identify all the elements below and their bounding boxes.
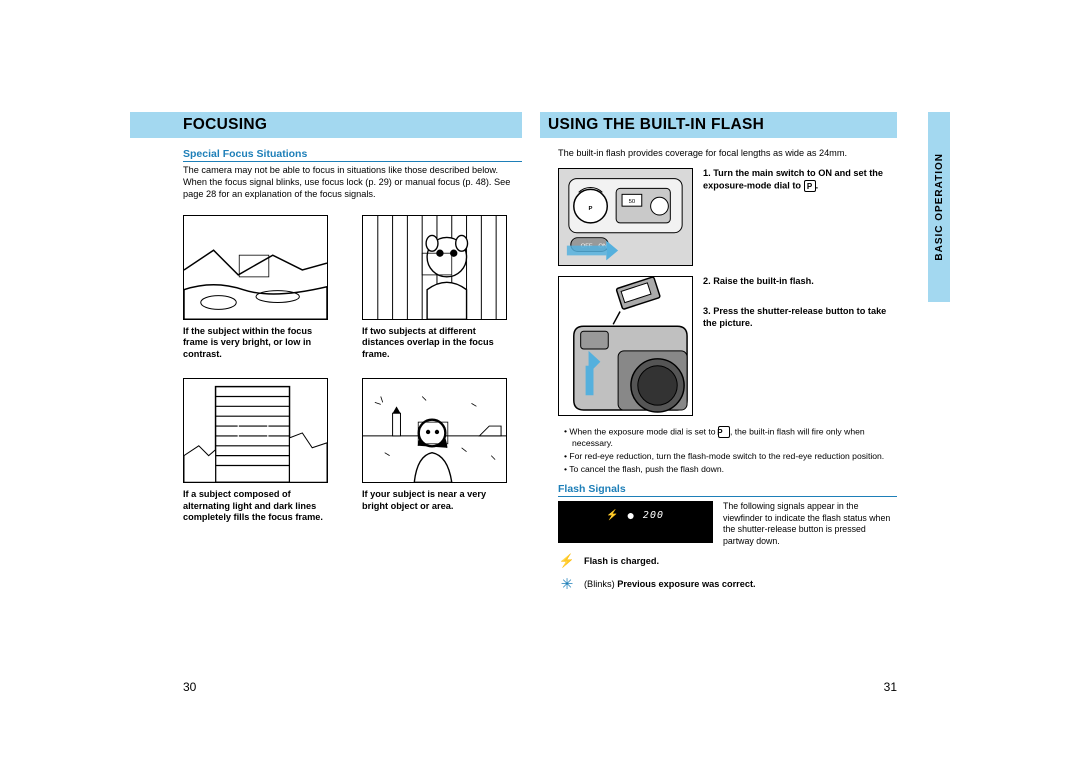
signal-label: Previous exposure was correct. [617, 579, 755, 589]
caption: If two subjects at different distances o… [362, 326, 507, 361]
note-item: To cancel the flash, push the flash down… [572, 464, 897, 475]
intro-text: The camera may not be able to focus in s… [183, 165, 522, 201]
landscape-low-contrast-illustration [183, 215, 328, 320]
flash-burst-icon: ✳ [558, 575, 576, 593]
step-2-3: 2. Raise the built-in flash. 3. Press th… [558, 276, 897, 416]
page-30: FOCUSING Special Focus Situations The ca… [130, 112, 540, 694]
raise-flash-illustration [558, 276, 693, 416]
flash-bolt-icon: ⚡ [606, 510, 618, 521]
illus-cell: If a subject composed of alternating lig… [183, 378, 328, 524]
vf-value: 200 [643, 510, 664, 521]
page-title: FOCUSING [183, 116, 267, 134]
section-tab-label: BASIC OPERATION [934, 153, 945, 261]
page-number: 31 [884, 680, 897, 694]
illus-cell: If two subjects at different distances o… [362, 215, 507, 361]
note-item: For red-eye reduction, turn the flash-mo… [572, 451, 897, 462]
p-mode-icon: P [804, 180, 816, 192]
step-2-text: 2. Raise the built-in flash. [703, 276, 897, 288]
page-title: USING THE BUILT-IN FLASH [548, 116, 764, 134]
step-text-part: . [816, 180, 819, 190]
flash-signals-row: ⚡ ● 200 The following signals appear in … [558, 501, 897, 547]
subheading: Flash Signals [558, 483, 897, 497]
signal-prefix: (Blinks) [584, 579, 617, 589]
title-bar-left: FOCUSING [130, 112, 522, 138]
step-1: P 50 OFF ON 1. Turn the main switch to O… [558, 168, 897, 266]
signal-label: Flash is charged. [584, 556, 659, 566]
building-lines-illustration [183, 378, 328, 483]
signals-intro: The following signals appear in the view… [723, 501, 897, 547]
intro-text: The built-in flash provides coverage for… [558, 148, 897, 160]
illus-cell: If your subject is near a very bright ob… [362, 378, 507, 524]
viewfinder-display-illustration: ⚡ ● 200 [558, 501, 713, 543]
dot-icon: ● [626, 507, 634, 523]
caption: If the subject within the focus frame is… [183, 326, 328, 361]
bright-background-illustration [362, 378, 507, 483]
note-item: When the exposure mode dial is set to P,… [572, 426, 897, 449]
title-bar-right: USING THE BUILT-IN FLASH [540, 112, 897, 138]
steps-2-3-text: 2. Raise the built-in flash. 3. Press th… [703, 276, 897, 416]
section-tab: BASIC OPERATION [928, 112, 950, 302]
svg-text:P: P [589, 206, 593, 212]
svg-text:50: 50 [629, 199, 636, 205]
subheading: Special Focus Situations [183, 148, 522, 162]
step-text-part: 1. Turn the main switch to ON and set th… [703, 168, 883, 190]
signal-charged: ⚡ Flash is charged. [558, 553, 897, 569]
page-31: USING THE BUILT-IN FLASH The built-in fl… [540, 112, 950, 694]
illus-cell: If the subject within the focus frame is… [183, 215, 328, 361]
illustration-grid: If the subject within the focus frame is… [183, 215, 522, 524]
signal-blinks: ✳ (Blinks) Previous exposure was correct… [558, 575, 897, 593]
overlap-subjects-illustration [362, 215, 507, 320]
step-3-text: 3. Press the shutter-release button to t… [703, 306, 897, 330]
page-spread: FOCUSING Special Focus Situations The ca… [130, 112, 950, 694]
flash-bolt-icon: ⚡ [558, 553, 576, 569]
notes-list: When the exposure mode dial is set to P,… [558, 426, 897, 476]
p-mode-icon: P [718, 426, 730, 438]
step-1-text: 1. Turn the main switch to ON and set th… [703, 168, 897, 266]
caption: If your subject is near a very bright ob… [362, 489, 507, 512]
page-number: 30 [183, 680, 196, 694]
main-switch-illustration: P 50 OFF ON [558, 168, 693, 266]
caption: If a subject composed of alternating lig… [183, 489, 328, 524]
